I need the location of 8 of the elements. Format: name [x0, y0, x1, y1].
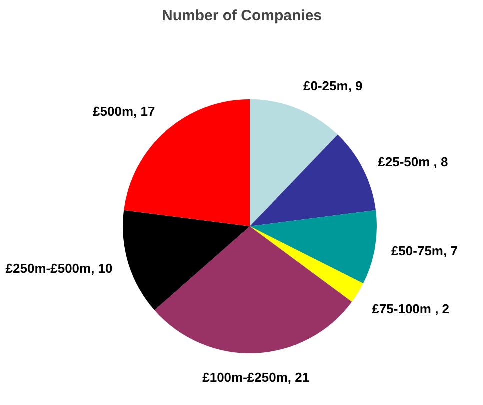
slice-label: £500m, 17: [93, 104, 156, 119]
slice-label: £250m-£500m, 10: [6, 261, 113, 276]
slice-label: £100m-£250m, 21: [202, 370, 310, 385]
chart-title: Number of Companies: [162, 8, 322, 24]
slice-label: £25-50m , 8: [378, 154, 448, 170]
slice-label: £0-25m, 9: [304, 78, 363, 94]
slice-label: £75-100m , 2: [372, 302, 450, 317]
slice-label: £50-75m, 7: [391, 243, 458, 258]
